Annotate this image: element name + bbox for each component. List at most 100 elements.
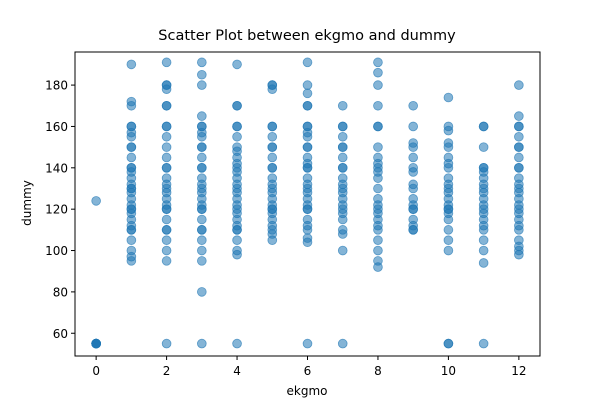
data-point bbox=[161, 142, 172, 152]
data-point bbox=[197, 338, 207, 349]
data-point bbox=[126, 152, 137, 163]
data-point bbox=[373, 80, 383, 90]
data-point bbox=[514, 142, 524, 152]
data-point bbox=[514, 131, 524, 142]
data-point bbox=[232, 249, 242, 260]
data-point bbox=[197, 225, 207, 235]
data-point bbox=[514, 152, 524, 163]
data-point bbox=[161, 84, 172, 95]
data-point bbox=[514, 163, 524, 173]
data-point bbox=[126, 235, 137, 245]
data-point bbox=[514, 225, 524, 235]
data-point bbox=[302, 225, 313, 235]
y-tick-label: 120 bbox=[45, 203, 68, 217]
data-point bbox=[232, 100, 242, 111]
data-point bbox=[443, 142, 454, 152]
data-point bbox=[161, 338, 172, 349]
data-point bbox=[443, 214, 454, 225]
data-point bbox=[302, 237, 313, 248]
data-point bbox=[337, 214, 348, 225]
data-point bbox=[337, 131, 348, 142]
data-point bbox=[232, 235, 242, 245]
data-point bbox=[443, 235, 454, 245]
data-point bbox=[408, 142, 418, 152]
data-point bbox=[126, 142, 137, 152]
data-point bbox=[232, 59, 242, 70]
data-point bbox=[408, 167, 418, 177]
data-point bbox=[373, 57, 383, 68]
data-point bbox=[267, 131, 278, 142]
data-point bbox=[267, 235, 278, 245]
data-point bbox=[514, 249, 524, 260]
data-point bbox=[197, 163, 207, 173]
data-point bbox=[161, 235, 172, 245]
data-point bbox=[197, 152, 207, 163]
data-point bbox=[302, 80, 313, 90]
data-point bbox=[478, 258, 489, 268]
data-point bbox=[161, 57, 172, 68]
data-point bbox=[337, 338, 348, 349]
data-point bbox=[337, 163, 348, 173]
data-point bbox=[373, 235, 383, 245]
points-layer bbox=[91, 57, 524, 349]
data-point bbox=[478, 142, 489, 152]
y-tick-label: 160 bbox=[45, 120, 68, 134]
data-point bbox=[126, 100, 137, 111]
chart-title: Scatter Plot between ekgmo and dummy bbox=[158, 28, 456, 44]
data-point bbox=[302, 88, 313, 99]
data-point bbox=[126, 59, 137, 70]
y-tick-label: 80 bbox=[53, 285, 68, 299]
data-point bbox=[443, 125, 454, 136]
data-point bbox=[91, 338, 101, 349]
data-point bbox=[302, 57, 313, 68]
data-point bbox=[408, 204, 418, 214]
data-point bbox=[161, 256, 172, 266]
data-point bbox=[232, 225, 242, 235]
data-point bbox=[197, 235, 207, 245]
x-axis-label: ekgmo bbox=[287, 384, 328, 398]
y-tick-label: 60 bbox=[53, 327, 68, 341]
data-point bbox=[302, 163, 313, 173]
data-point bbox=[91, 196, 101, 206]
data-point bbox=[408, 121, 418, 132]
data-point bbox=[267, 142, 278, 152]
data-point bbox=[232, 121, 242, 132]
data-point bbox=[302, 131, 313, 142]
data-point bbox=[373, 100, 383, 111]
data-point bbox=[478, 235, 489, 245]
data-point bbox=[197, 214, 207, 225]
data-point bbox=[408, 225, 418, 235]
data-point bbox=[373, 142, 383, 152]
data-point bbox=[373, 183, 383, 194]
data-point bbox=[232, 338, 242, 349]
data-point bbox=[161, 131, 172, 142]
data-point bbox=[443, 245, 454, 256]
data-point bbox=[478, 225, 489, 235]
data-point bbox=[443, 92, 454, 103]
data-point bbox=[197, 131, 207, 142]
data-point bbox=[408, 100, 418, 111]
axes-layer: 0 2 4 6 8 10 12 60 80 100 120 140 160 180 bbox=[45, 51, 541, 378]
data-point bbox=[232, 131, 242, 142]
data-point bbox=[373, 262, 383, 272]
data-point bbox=[197, 245, 207, 256]
data-point bbox=[126, 131, 137, 142]
data-point bbox=[373, 121, 383, 132]
data-point bbox=[337, 142, 348, 152]
data-point bbox=[478, 121, 489, 132]
x-tick-label: 8 bbox=[374, 364, 382, 378]
data-point bbox=[337, 229, 348, 239]
data-point bbox=[373, 67, 383, 78]
data-point bbox=[197, 57, 207, 68]
data-point bbox=[267, 121, 278, 132]
data-point bbox=[161, 121, 172, 132]
data-point bbox=[443, 163, 454, 173]
data-point bbox=[161, 214, 172, 225]
data-point bbox=[197, 256, 207, 266]
data-point bbox=[197, 142, 207, 152]
data-point bbox=[373, 173, 383, 183]
y-tick-label: 100 bbox=[45, 244, 68, 258]
data-point bbox=[161, 163, 172, 173]
